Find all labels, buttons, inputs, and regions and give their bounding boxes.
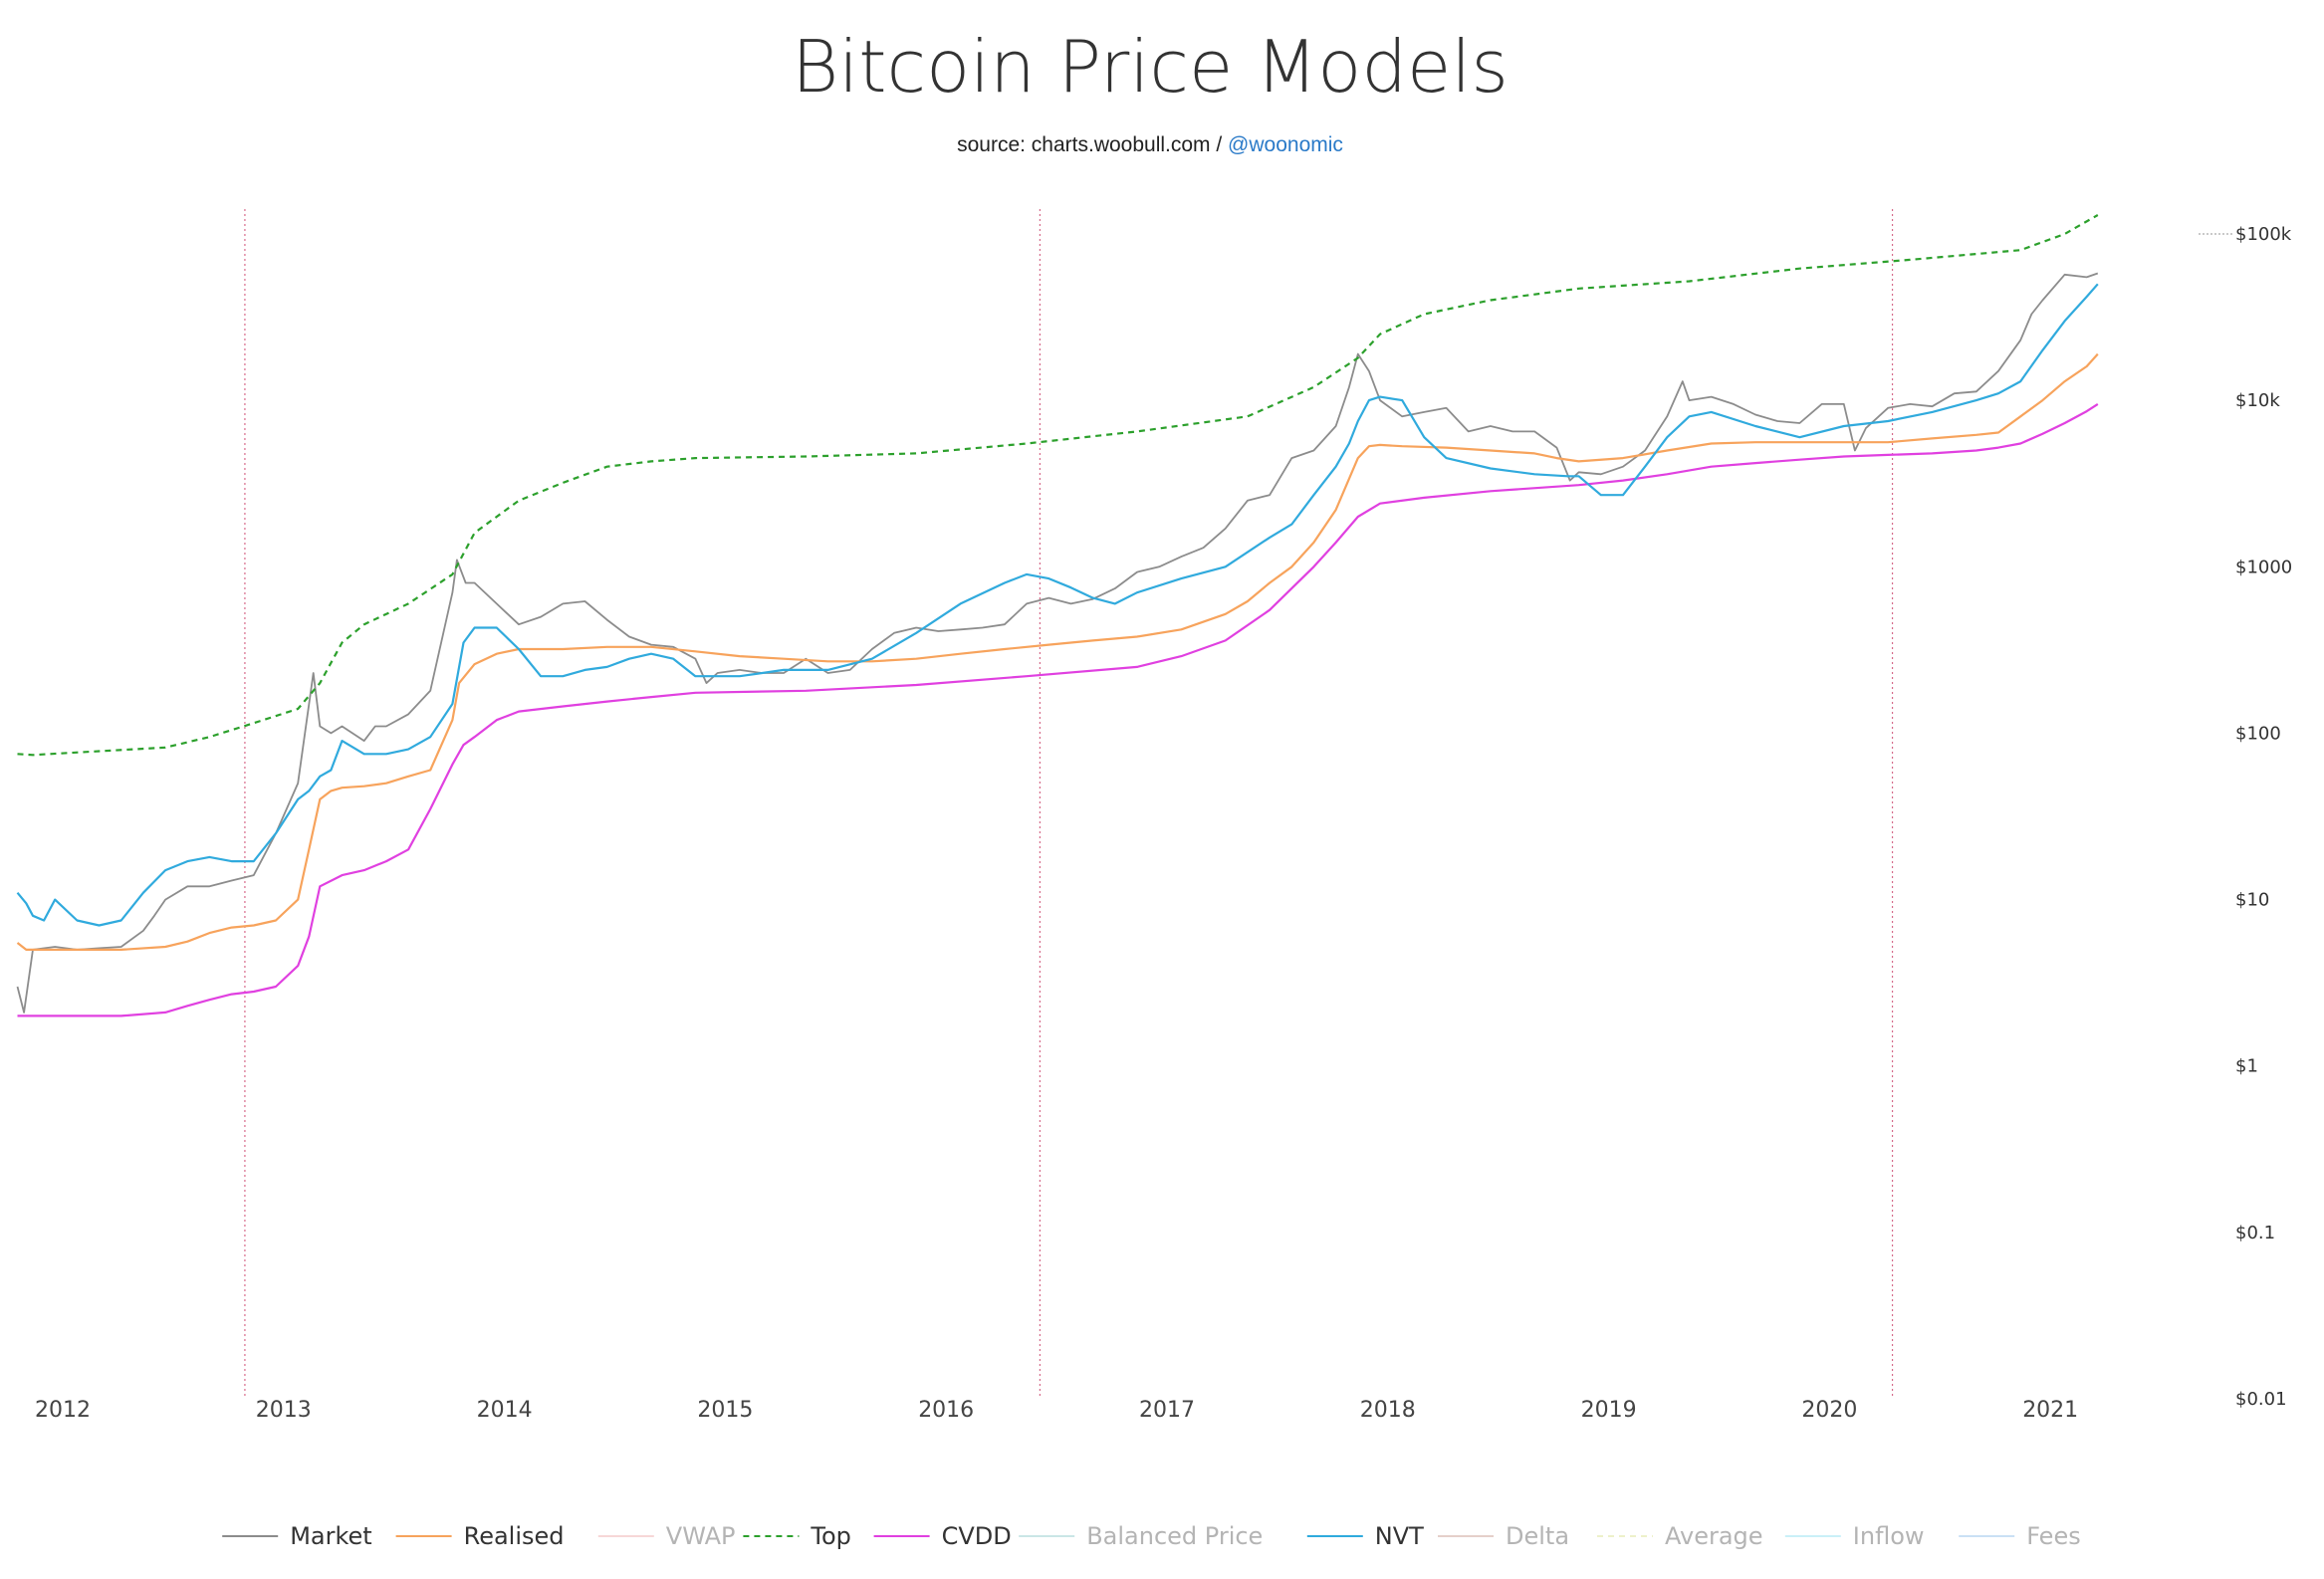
legend-label-inflow: Inflow <box>1853 1522 1925 1550</box>
legend-item-realised[interactable]: Realised <box>395 1522 565 1550</box>
legend-item-vwap[interactable]: VWAP <box>597 1522 736 1550</box>
legend-item-balanced-price[interactable]: Balanced Price <box>1019 1522 1263 1550</box>
legend-item-fees[interactable]: Fees <box>1959 1522 2081 1550</box>
x-tick-2014: 2014 <box>477 1398 533 1423</box>
legend-label-cvdd: CVDD <box>942 1522 1012 1550</box>
y-tick--100k: $100k <box>2235 224 2292 245</box>
y-tick--10k: $10k <box>2235 390 2280 411</box>
legend-item-average[interactable]: Average <box>1597 1522 1763 1550</box>
y-tick--1000: $1000 <box>2235 557 2292 577</box>
y-tick--10: $10 <box>2235 890 2269 911</box>
legend-item-cvdd[interactable]: CVDD <box>873 1522 1012 1550</box>
y-tick--0-01: $0.01 <box>2235 1389 2287 1410</box>
legend-label-average: Average <box>1665 1522 1763 1550</box>
plot-area <box>16 214 2099 1017</box>
legend-item-delta[interactable]: Delta <box>1438 1522 1569 1550</box>
series-cvdd[interactable] <box>17 402 2099 1017</box>
legend-label-balanced-price: Balanced Price <box>1086 1522 1263 1550</box>
legend-label-delta: Delta <box>1506 1522 1569 1550</box>
legend-item-nvt[interactable]: NVT <box>1306 1522 1424 1550</box>
halving-lines <box>244 209 1894 1399</box>
x-tick-2012: 2012 <box>35 1398 91 1423</box>
x-axis: 2012 2013 2014 2015 2016 2017 2018 2019 2020 2021 <box>35 1398 2078 1423</box>
x-tick-2021: 2021 <box>2022 1398 2078 1423</box>
legend-label-top: Top <box>810 1522 851 1550</box>
legend: Market Realised VWAP Top CVDD Balanced Price N… <box>222 1522 2081 1550</box>
series-market[interactable] <box>16 272 2099 1014</box>
x-tick-2017: 2017 <box>1139 1398 1195 1423</box>
source-text: source: charts.woobull.com / <box>957 133 1229 156</box>
x-tick-2018: 2018 <box>1360 1398 1416 1423</box>
x-tick-2020: 2020 <box>1801 1398 1857 1423</box>
series-top[interactable] <box>17 214 2099 757</box>
y-tick--1: $1 <box>2235 1056 2258 1077</box>
x-tick-2019: 2019 <box>1581 1398 1637 1423</box>
x-tick-2016: 2016 <box>918 1398 974 1423</box>
y-axis: $0.01 $0.1 $1 $10 $100 $1000 $10k $100k <box>2235 224 2292 1410</box>
chart-subtitle: source: charts.woobull.com / @woonomic <box>0 133 2300 157</box>
legend-item-inflow[interactable]: Inflow <box>1784 1522 1925 1550</box>
series-realised[interactable] <box>16 352 2099 951</box>
legend-label-vwap: VWAP <box>666 1522 736 1550</box>
woonomic-link[interactable]: @woonomic <box>1228 133 1343 156</box>
legend-item-top[interactable]: Top <box>743 1522 851 1550</box>
x-tick-2015: 2015 <box>697 1398 753 1423</box>
y-tick--100: $100 <box>2235 723 2281 744</box>
legend-item-market[interactable]: Market <box>222 1522 372 1550</box>
legend-label-realised: Realised <box>464 1522 565 1550</box>
legend-label-nvt: NVT <box>1375 1522 1424 1550</box>
legend-label-fees: Fees <box>2026 1522 2081 1550</box>
chart-title: Bitcoin Price Models <box>792 25 1509 109</box>
y-tick--0-1: $0.1 <box>2235 1223 2275 1243</box>
x-tick-2013: 2013 <box>256 1398 312 1423</box>
legend-label-market: Market <box>290 1522 372 1550</box>
series-nvt[interactable] <box>16 283 2099 927</box>
